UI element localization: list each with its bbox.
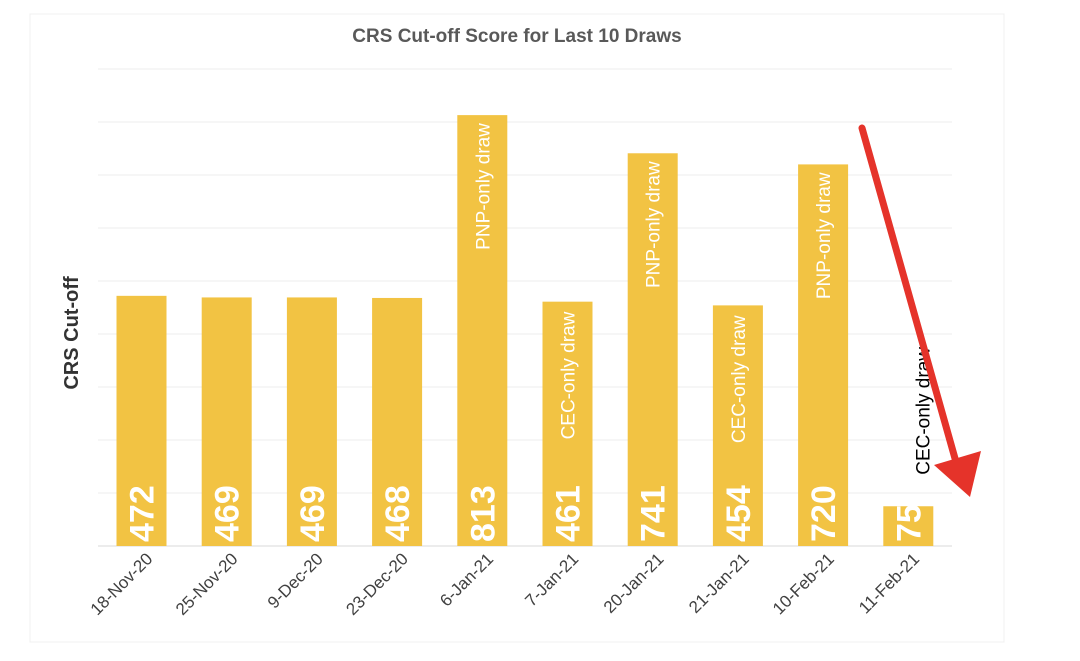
bar-annotation-label: CEC-only draw <box>729 315 750 443</box>
bar-25-Nov-20 <box>201 297 252 546</box>
bar-value-label: 469 <box>294 485 332 542</box>
bar-annotation-label: PNP-only draw <box>814 172 835 299</box>
bar-21-Jan-21 <box>712 305 763 546</box>
bar-6-Jan-21 <box>457 115 508 547</box>
bar-11-Feb-21 <box>883 506 934 546</box>
bar-annotation-label: PNP-only draw <box>644 161 665 288</box>
y-axis-label: CRS Cut-off <box>61 276 83 390</box>
bar-10-Feb-21 <box>798 164 849 546</box>
bar-20-Jan-21 <box>627 153 678 546</box>
bar-value-label: 468 <box>379 485 417 542</box>
red-arrow-annotation <box>858 124 981 497</box>
red-arrow-shaft <box>858 124 960 466</box>
bar-annotation-label: PNP-only draw <box>473 123 494 250</box>
bar-value-label: 741 <box>635 485 673 542</box>
bar-23-Dec-20 <box>372 297 423 546</box>
bar-annotation-label: CEC-only draw <box>559 311 580 439</box>
bar-value-label: 461 <box>550 485 588 542</box>
bar-9-Dec-20 <box>286 297 337 546</box>
bar-value-label: 75 <box>890 504 928 542</box>
bars: 472 469 469 468 813 PNP-only draw 461 CEC-only … <box>116 115 934 547</box>
bar-7-Jan-21 <box>542 301 593 546</box>
bar-18-Nov-20 <box>116 295 167 546</box>
chart-frame <box>29 13 1005 643</box>
chart-title: CRS Cut-off Score for Last 10 Draws <box>352 26 681 47</box>
bar-value-label: 813 <box>464 485 502 542</box>
bar-value-label: 720 <box>805 485 843 542</box>
red-arrow-head-icon <box>934 451 981 497</box>
bar-value-label: 472 <box>124 485 162 542</box>
bar-value-label: 469 <box>209 485 247 542</box>
bar-value-label: 454 <box>720 485 758 542</box>
